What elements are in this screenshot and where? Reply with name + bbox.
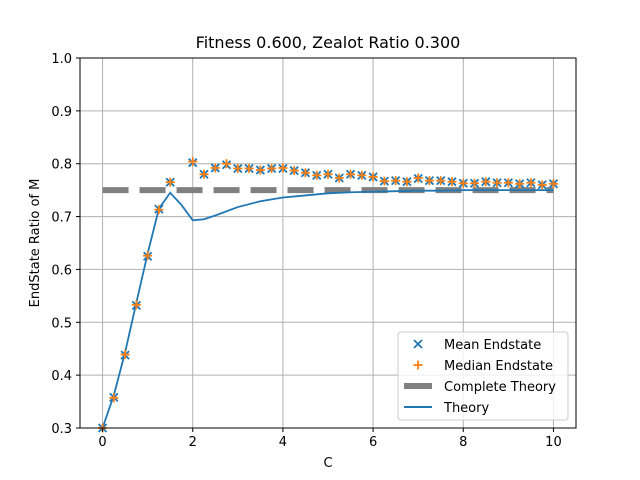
median-endstate-point <box>346 169 356 179</box>
median-endstate-point <box>255 165 265 175</box>
y-tick-label: 0.7 <box>51 211 72 226</box>
median-endstate-point <box>120 350 130 360</box>
median-endstate-point <box>222 159 232 169</box>
legend-theory-label: Theory <box>443 401 489 416</box>
legend-frame <box>397 331 569 421</box>
median-endstate-point <box>188 157 198 167</box>
median-endstate-point <box>470 178 480 188</box>
legend: Mean Endstate Median Endstate Complete T… <box>397 331 569 421</box>
median-endstate-point <box>278 163 288 173</box>
chart-title: Fitness 0.600, Zealot Ratio 0.300 <box>196 33 461 52</box>
theory-series <box>101 189 554 429</box>
y-axis-ticks: 0.3 0.4 0.5 0.6 0.7 0.8 0.9 1.0 <box>51 52 80 437</box>
legend-median-marker <box>413 360 423 370</box>
median-endstate-point <box>131 300 141 310</box>
median-endstate-point <box>300 168 310 178</box>
median-endstate-point <box>165 177 175 187</box>
median-endstate-point <box>323 169 333 179</box>
x-tick-label: 4 <box>279 435 287 450</box>
median-endstate-point <box>267 163 277 173</box>
median-endstate-series <box>98 157 558 433</box>
x-tick-label: 10 <box>545 435 562 450</box>
median-endstate-point <box>537 180 547 190</box>
median-endstate-point <box>143 251 153 261</box>
legend-mean-marker <box>413 339 423 349</box>
median-endstate-point <box>379 176 389 186</box>
y-tick-label: 0.3 <box>51 422 72 437</box>
plot-frame <box>79 57 577 429</box>
x-tick-label: 2 <box>189 435 197 450</box>
median-endstate-point <box>402 177 412 187</box>
median-endstate-point <box>436 176 446 186</box>
median-endstate-point <box>244 163 254 173</box>
median-endstate-point <box>199 169 209 179</box>
y-tick-label: 0.9 <box>51 105 72 120</box>
y-tick-label: 1.0 <box>51 52 72 67</box>
median-endstate-point <box>447 177 457 187</box>
median-endstate-point <box>413 173 423 183</box>
x-axis-label: C <box>323 456 332 471</box>
median-endstate-point <box>424 176 434 186</box>
median-endstate-point <box>458 178 468 188</box>
x-tick-label: 8 <box>459 435 467 450</box>
x-axis-ticks: 0 2 4 6 8 10 <box>98 428 562 450</box>
median-endstate-point <box>526 178 536 188</box>
y-tick-label: 0.5 <box>51 316 72 331</box>
median-endstate-point <box>357 170 367 180</box>
y-tick-label: 0.6 <box>51 263 72 278</box>
legend-mean-label: Mean Endstate <box>444 338 541 353</box>
median-endstate-point <box>289 166 299 176</box>
median-endstate-point <box>481 177 491 187</box>
legend-complete-theory-label: Complete Theory <box>444 380 556 395</box>
median-endstate-point <box>548 179 558 189</box>
median-endstate-point <box>515 179 525 189</box>
median-endstate-point <box>233 163 243 173</box>
y-tick-label: 0.8 <box>51 158 72 173</box>
legend-median-plus <box>413 360 423 370</box>
legend-median-label: Median Endstate <box>444 359 553 374</box>
x-tick-label: 0 <box>98 435 106 450</box>
legend-mean-x <box>413 339 423 349</box>
median-endstate-point <box>334 173 344 183</box>
median-endstate-point <box>503 178 513 188</box>
x-marker-stroke <box>413 339 423 349</box>
median-endstate-point <box>210 163 220 173</box>
median-endstate-point <box>312 170 322 180</box>
x-tick-label: 6 <box>369 435 377 450</box>
median-endstate-point <box>368 172 378 182</box>
median-endstate-point <box>492 178 502 188</box>
median-endstate-point <box>391 176 401 186</box>
median-endstate-point <box>154 205 164 215</box>
median-endstate-point <box>109 393 119 403</box>
theory-line <box>101 189 554 429</box>
y-axis-label: EndState Ratio of M <box>28 179 43 308</box>
y-tick-label: 0.4 <box>51 369 72 384</box>
